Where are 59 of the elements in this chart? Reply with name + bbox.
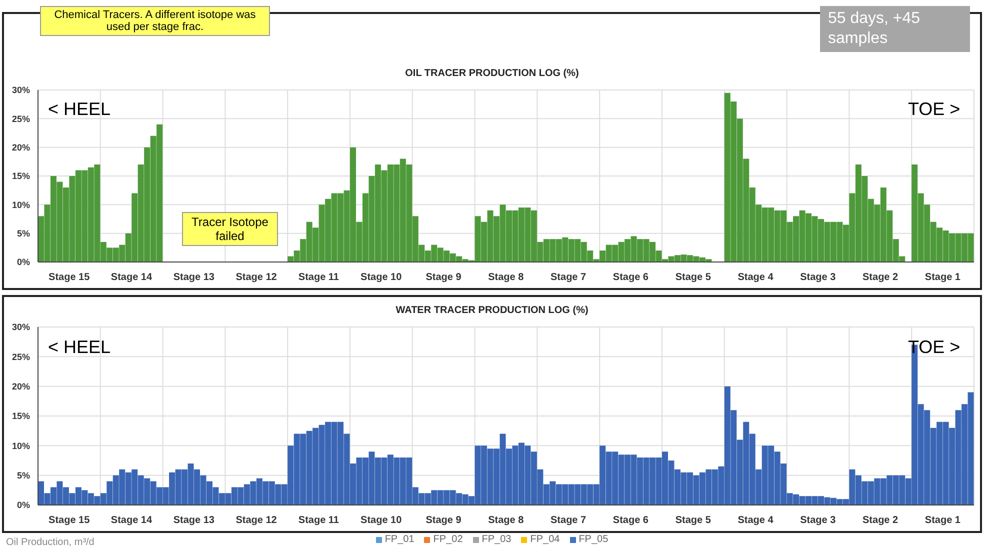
x-tick-label: Stage 6 xyxy=(612,515,649,526)
x-tick-label: Stage 9 xyxy=(426,515,462,526)
y-tick-label: 30% xyxy=(12,85,30,96)
legend-label: FP_05 xyxy=(578,534,608,545)
annotation: < HEEL xyxy=(48,99,111,120)
chart-title: OIL TRACER PRODUCTION LOG (%) xyxy=(404,68,580,79)
text: Oil Production, m³/d xyxy=(6,537,94,548)
x-tick-label: Stage 9 xyxy=(426,272,462,283)
annotation: TOE > xyxy=(908,99,960,120)
x-tick-label: Stage 15 xyxy=(48,272,90,283)
y-tick-label: 10% xyxy=(12,200,30,210)
x-tick-label: Stage 2 xyxy=(862,272,899,283)
x-tick-label: Stage 6 xyxy=(612,272,649,283)
x-tick-label: Stage 1 xyxy=(924,272,961,283)
annotation: TOE > xyxy=(908,337,960,358)
x-tick-label: Stage 7 xyxy=(550,515,587,526)
x-tick-label: Stage 14 xyxy=(110,272,153,283)
y-tick-label: 0% xyxy=(16,500,30,510)
x-tick-label: Stage 13 xyxy=(173,515,215,526)
y-tick-label: 0% xyxy=(16,257,30,268)
x-tick-label: Stage 3 xyxy=(800,515,836,526)
x-tick-label: Stage 7 xyxy=(550,272,587,283)
x-tick-label: Stage 14 xyxy=(110,515,153,526)
y-tick-label: 15% xyxy=(12,171,30,182)
x-tick-label: Stage 12 xyxy=(236,272,278,283)
legend-label: FP_04 xyxy=(530,534,560,545)
x-tick-label: Stage 13 xyxy=(173,272,215,283)
x-tick-label: Stage 8 xyxy=(488,515,524,526)
chart-title: WATER TRACER PRODUCTION LOG (%) xyxy=(394,305,590,316)
x-tick-label: Stage 5 xyxy=(675,515,712,526)
x-tick-label: Stage 4 xyxy=(738,272,774,283)
x-tick-label: Stage 3 xyxy=(800,272,836,283)
x-tick-label: Stage 10 xyxy=(360,272,402,283)
x-tick-label: Stage 11 xyxy=(298,272,340,283)
y-tick-label: 25% xyxy=(12,352,30,362)
annotation: < HEEL xyxy=(48,337,111,358)
y-tick-label: 20% xyxy=(12,382,30,392)
x-tick-label: Stage 1 xyxy=(924,515,961,526)
text: 55 days, +45 samples xyxy=(820,6,970,52)
x-tick-label: Stage 5 xyxy=(675,272,712,283)
x-tick-label: Stage 4 xyxy=(738,515,774,526)
text: Chemical Tracers. A different isotope was used per stage frac. xyxy=(40,6,270,36)
legend-label: FP_02 xyxy=(433,534,463,545)
legend-label: FP_01 xyxy=(384,534,414,545)
y-tick-label: 20% xyxy=(12,142,30,153)
y-tick-label: 15% xyxy=(12,411,30,422)
x-tick-label: Stage 11 xyxy=(298,515,340,526)
x-tick-label: Stage 8 xyxy=(488,272,524,283)
x-tick-label: Stage 15 xyxy=(48,515,90,526)
y-tick-label: 30% xyxy=(12,322,30,332)
x-tick-label: Stage 12 xyxy=(236,515,278,526)
annotation: Tracer Isotope failed xyxy=(182,212,278,246)
y-tick-label: 10% xyxy=(12,440,30,451)
y-tick-label: 5% xyxy=(16,470,30,481)
y-tick-label: 5% xyxy=(16,228,30,239)
x-tick-label: Stage 2 xyxy=(862,515,899,526)
x-tick-label: Stage 10 xyxy=(360,515,402,526)
legend-label: FP_03 xyxy=(482,534,512,545)
y-tick-label: 25% xyxy=(12,114,30,124)
